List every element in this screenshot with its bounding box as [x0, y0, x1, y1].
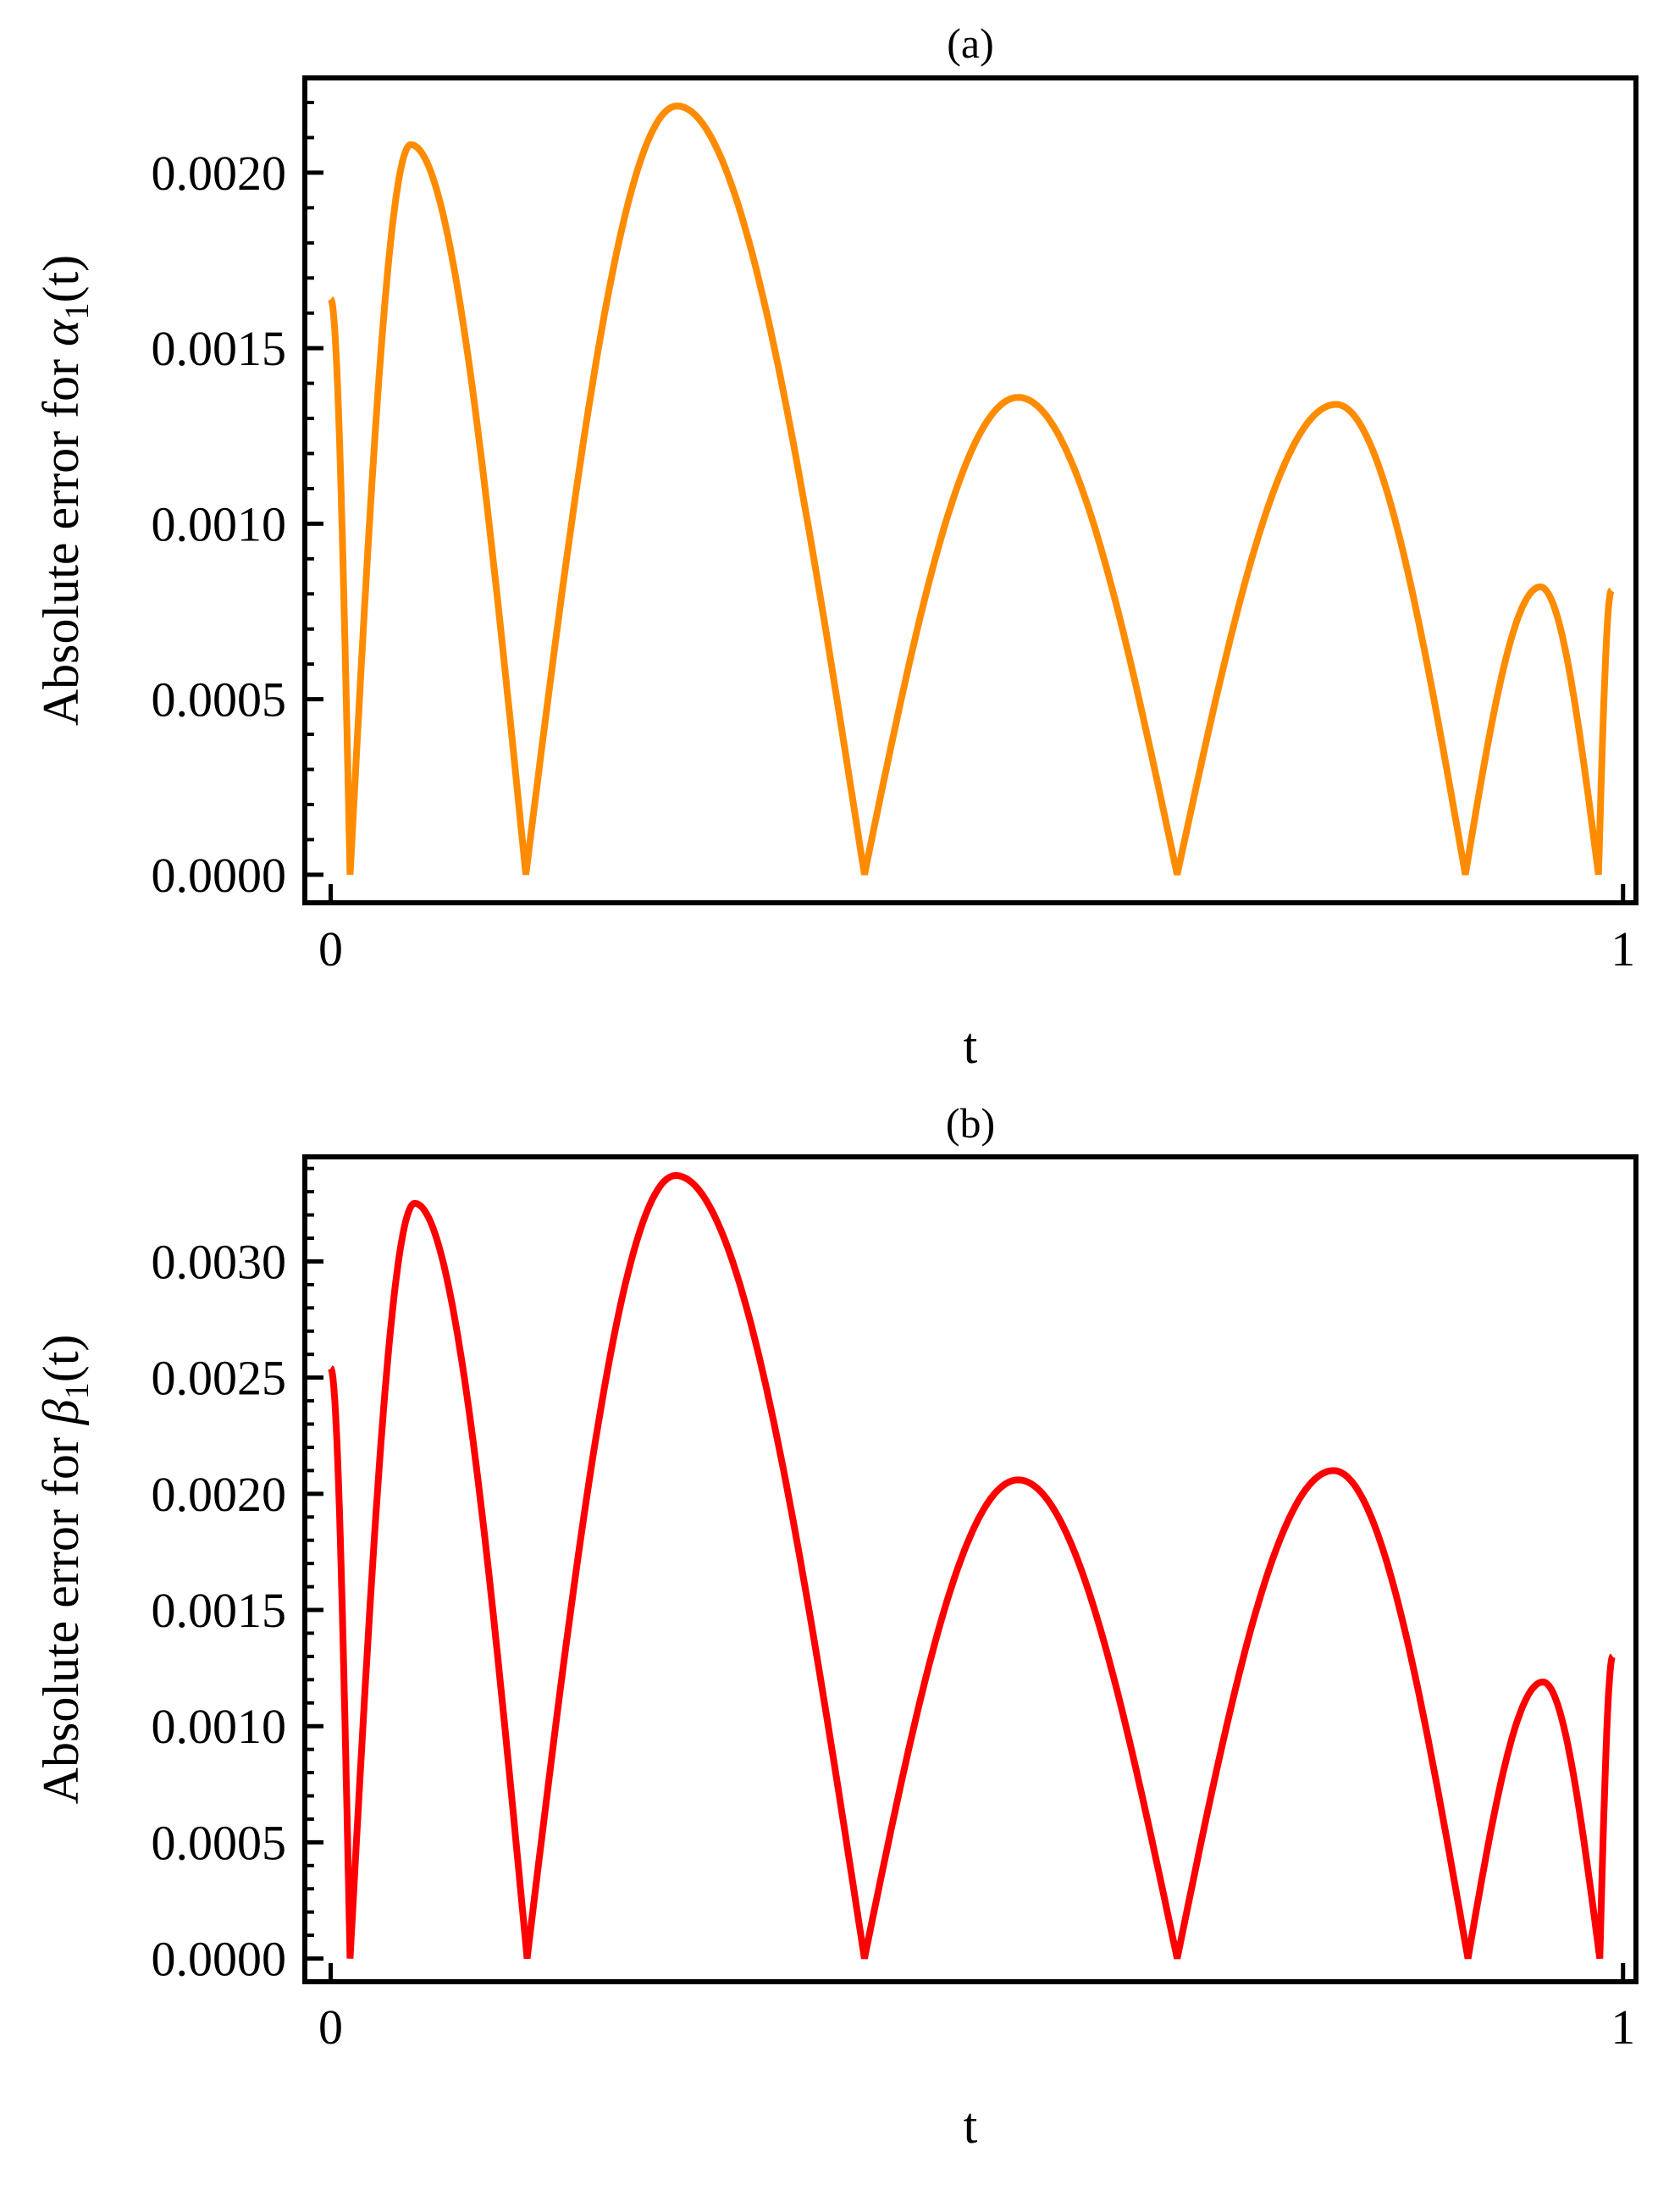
y-axis-title-prefix: Absolute error for	[33, 1424, 89, 1804]
y-axis-title-symbol: α	[33, 318, 89, 346]
y-tick-label: 0.0020	[152, 1467, 287, 1522]
y-tick-label: 0.0010	[152, 1699, 287, 1754]
chart-title: (a)	[947, 19, 994, 67]
x-tick-label: 0	[318, 2000, 343, 2055]
y-tick-label: 0.0025	[152, 1351, 287, 1406]
y-axis-title-subscript: 1	[58, 1382, 96, 1399]
y-axis-title-symbol: β	[33, 1399, 89, 1425]
y-axis-title: Absolute error for β1(t)	[33, 1335, 96, 1805]
y-tick-label: 0.0030	[152, 1234, 287, 1289]
x-tick-label: 0	[318, 921, 343, 976]
x-axis-title: t	[964, 1018, 978, 1074]
y-axis-title-suffix: (t)	[33, 1335, 89, 1383]
plot-frame	[302, 1154, 1639, 1984]
y-axis-title-prefix: Absolute error for	[33, 346, 89, 726]
y-tick-label: 0.0015	[152, 1583, 287, 1638]
y-tick-label: 0.0005	[152, 672, 287, 727]
y-axis-ticks: 0.0000 0.0005 0.0010 0.0015 0.0020	[152, 101, 323, 903]
y-tick-label: 0.0020	[152, 146, 287, 201]
y-tick-label: 0.0010	[152, 496, 287, 551]
chart-panel-b: (b)0.00000.00050.00100.00150.00200.00250…	[33, 1099, 1639, 2154]
y-tick-label: 0.0015	[152, 321, 287, 376]
y-tick-label: 0.0000	[152, 848, 287, 903]
chart-title: (b)	[946, 1099, 995, 1147]
y-axis-title-suffix: (t)	[33, 255, 89, 303]
plot-frame	[302, 75, 1639, 905]
x-tick-label: 1	[1611, 2000, 1635, 2055]
series-line-1	[328, 102, 1615, 876]
y-axis-title-subscript: 1	[58, 302, 96, 319]
y-axis-ticks: 0.0000 0.0005 0.0010 0.0015 0.0020 0.0025 0.00…	[152, 1166, 323, 1987]
x-axis-title: t	[964, 2098, 978, 2154]
x-tick-label: 1	[1611, 921, 1635, 976]
y-tick-label: 0.0000	[152, 1932, 287, 1987]
series-line-1	[328, 1171, 1616, 1960]
y-tick-label: 0.0005	[152, 1815, 287, 1870]
y-axis-title: Absolute error for α1(t)	[33, 255, 96, 726]
